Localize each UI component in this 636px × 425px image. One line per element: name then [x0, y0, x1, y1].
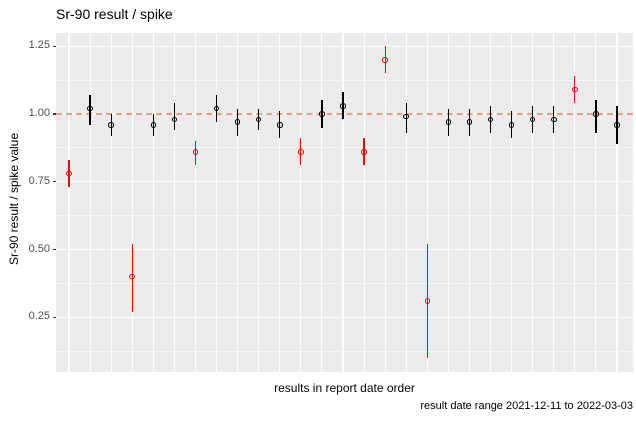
y-tick-label: 0.75: [28, 174, 50, 187]
minor-gridline-y: [56, 282, 633, 284]
y-tick-mark: [53, 45, 56, 47]
minor-gridline-y: [56, 215, 633, 217]
gridline-x: [89, 33, 91, 372]
gridline-x: [532, 33, 534, 372]
gridline-x: [110, 33, 112, 372]
data-point-marker: [551, 116, 557, 123]
gridline-x: [447, 33, 449, 372]
gridline-x: [279, 33, 281, 372]
data-point-marker: [234, 119, 241, 125]
data-point-marker: [445, 119, 452, 125]
data-point-marker: [508, 122, 515, 128]
gridline-x: [342, 33, 344, 372]
y-tick-label: 0.25: [28, 310, 50, 323]
gridline-x: [258, 33, 260, 372]
major-gridline-y: [56, 181, 633, 183]
data-point-marker: [487, 116, 494, 123]
data-point-marker: [529, 116, 536, 123]
data-point-marker: [255, 116, 262, 123]
gridline-x: [489, 33, 492, 372]
data-point-marker: [319, 111, 325, 117]
data-point-marker: [87, 105, 93, 112]
gridline-x: [468, 33, 470, 372]
data-point-marker: [213, 105, 220, 112]
major-gridline-y: [56, 45, 633, 47]
plot-panel: [56, 33, 633, 372]
data-point-marker: [108, 122, 114, 128]
y-tick-mark: [53, 113, 56, 115]
data-point-marker: [150, 122, 157, 128]
data-point-marker: [382, 57, 388, 63]
data-point-marker: [171, 116, 178, 123]
data-point-marker: [424, 298, 431, 304]
gridline-x: [616, 33, 618, 372]
gridline-x: [131, 33, 133, 372]
gridline-x: [384, 33, 386, 372]
minor-gridline-y: [56, 79, 633, 81]
data-point-marker: [572, 86, 578, 93]
chart-title: Sr-90 result / spike: [56, 6, 173, 22]
data-point-marker: [340, 103, 346, 109]
reference-line: [56, 113, 633, 115]
data-point-marker: [361, 149, 367, 155]
data-point-marker: [403, 113, 409, 120]
data-point-marker: [66, 170, 72, 177]
y-tick-label: 0.50: [28, 242, 50, 255]
gridline-x: [363, 33, 365, 372]
y-tick-label: 1.25: [28, 39, 50, 52]
gridline-x: [574, 33, 576, 372]
data-point-marker: [129, 273, 135, 280]
data-point-marker: [298, 149, 304, 155]
minor-gridline-y: [56, 147, 633, 149]
major-gridline-y: [56, 316, 633, 318]
data-point-marker: [466, 119, 473, 125]
data-point-marker: [192, 149, 199, 155]
y-tick-mark: [53, 316, 56, 318]
gridline-x: [152, 33, 154, 372]
gridline-x: [173, 33, 175, 372]
y-tick-mark: [53, 248, 56, 251]
data-point-marker: [593, 111, 599, 117]
gridline-x: [321, 33, 323, 372]
gridline-x: [194, 33, 196, 372]
y-tick-label: 1.00: [28, 107, 50, 119]
caption: result date range 2021-12-11 to 2022-03-…: [420, 400, 633, 412]
major-gridline-y: [56, 248, 633, 251]
x-axis-title: results in report date order: [274, 381, 415, 395]
gridline-x: [595, 33, 597, 372]
gridline-x: [405, 33, 407, 372]
minor-gridline-y: [56, 350, 633, 352]
gridline-x: [511, 33, 513, 372]
data-point-marker: [277, 122, 283, 128]
y-tick-mark: [53, 181, 56, 183]
gridline-x: [426, 33, 428, 372]
gridline-x: [237, 33, 239, 372]
data-point-marker: [614, 122, 620, 128]
gridline-x: [553, 33, 555, 372]
gridline-x: [215, 33, 218, 372]
gridline-x: [68, 33, 70, 372]
gridline-x: [300, 33, 302, 372]
